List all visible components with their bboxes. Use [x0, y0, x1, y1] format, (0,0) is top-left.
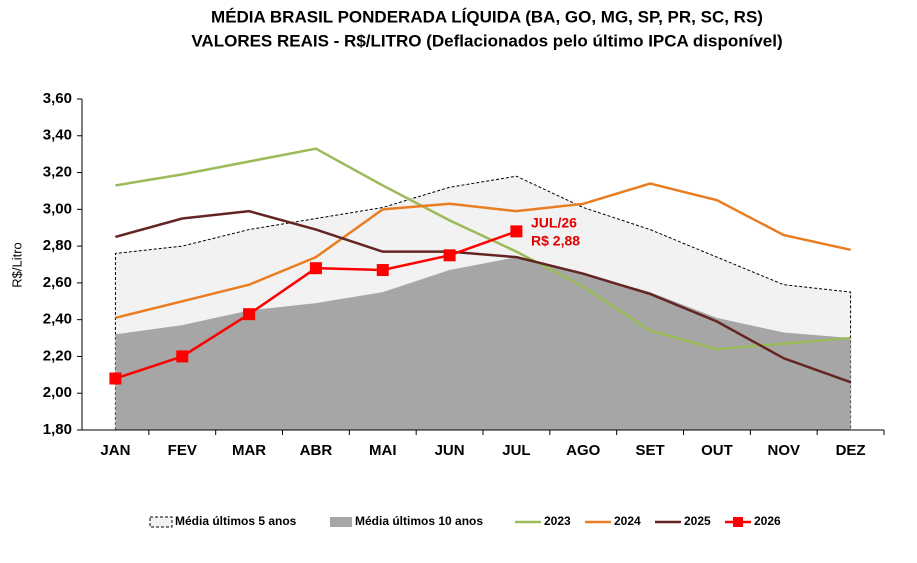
- y-tick-label: 2,60: [43, 274, 72, 291]
- chart-title: MÉDIA BRASIL PONDERADA LÍQUIDA (BA, GO, …: [211, 7, 763, 26]
- y-tick-label: 1,80: [43, 421, 72, 438]
- line: [115, 182, 851, 320]
- y-tick-label: 3,60: [43, 90, 72, 107]
- x-tick-label: JUL: [502, 442, 530, 459]
- y-axis-label: R$/Litro: [9, 242, 24, 288]
- y-tick-label: 2,40: [43, 311, 72, 328]
- legend-label: 2026: [754, 514, 781, 528]
- legend-swatch: [149, 516, 173, 528]
- y-tick-label: 3,40: [43, 127, 72, 144]
- x-tick-label: OUT: [701, 442, 733, 459]
- y-tick-label: 2,00: [43, 384, 72, 401]
- y-tick-label: 2,20: [43, 347, 72, 364]
- x-tick-label: NOV: [767, 442, 800, 459]
- legend-marker: [733, 517, 743, 527]
- annotation: JUL/26: [531, 215, 577, 231]
- x-tick-label: MAI: [369, 442, 397, 459]
- legend-swatch: [330, 517, 352, 527]
- marker: [176, 350, 189, 363]
- legend-label: Média últimos 10 anos: [355, 514, 483, 528]
- x-tick-label: JUN: [435, 442, 465, 459]
- legend-label: Média últimos 5 anos: [175, 514, 297, 528]
- line: [115, 209, 852, 384]
- marker: [510, 225, 523, 238]
- x-tick-label: MAR: [232, 442, 266, 459]
- marker: [109, 372, 122, 385]
- x-tick-label: DEZ: [836, 442, 866, 459]
- legend-label: 2024: [614, 514, 641, 528]
- x-tick-label: ABR: [300, 442, 333, 459]
- marker: [309, 262, 322, 275]
- marker: [376, 264, 389, 277]
- x-tick-label: AGO: [566, 442, 601, 459]
- marker: [443, 249, 456, 262]
- chart-title: VALORES REAIS - R$/LITRO (Deflacionados …: [191, 31, 782, 50]
- annotation: R$ 2,88: [531, 233, 580, 249]
- legend-label: 2023: [544, 514, 571, 528]
- marker: [243, 308, 256, 321]
- y-tick-label: 3,20: [43, 164, 72, 181]
- area-border: [114, 175, 852, 430]
- legend-label: 2025: [684, 514, 711, 528]
- x-tick-label: JAN: [100, 442, 130, 459]
- x-tick-label: FEV: [168, 442, 197, 459]
- y-tick-label: 2,80: [43, 237, 72, 254]
- y-tick-label: 3,00: [43, 200, 72, 217]
- line: [115, 147, 851, 351]
- x-tick-label: SET: [635, 442, 664, 459]
